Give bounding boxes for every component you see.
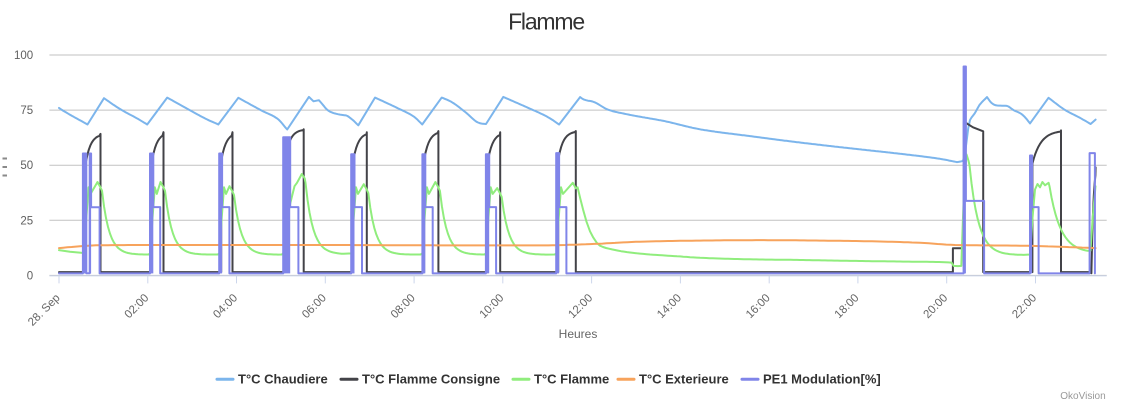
svg-text:T°C Exterieure: T°C Exterieure	[639, 372, 729, 387]
svg-text:0: 0	[27, 270, 33, 282]
svg-text:Heures: Heures	[559, 327, 598, 341]
svg-text:25: 25	[20, 215, 33, 227]
svg-text:100: 100	[14, 50, 33, 62]
svg-text:T°C Chaudiere: T°C Chaudiere	[238, 372, 328, 387]
svg-text:75: 75	[20, 105, 33, 117]
svg-text:50: 50	[20, 160, 33, 172]
svg-text:Flamme: Flamme	[508, 9, 584, 35]
svg-text:PE1 Modulation[%]: PE1 Modulation[%]	[763, 372, 881, 387]
svg-text:OkoVision: OkoVision	[1060, 391, 1105, 402]
svg-text:T°C Flamme Consigne: T°C Flamme Consigne	[362, 372, 500, 387]
svg-text:T°C Flamme: T°C Flamme	[534, 372, 609, 387]
